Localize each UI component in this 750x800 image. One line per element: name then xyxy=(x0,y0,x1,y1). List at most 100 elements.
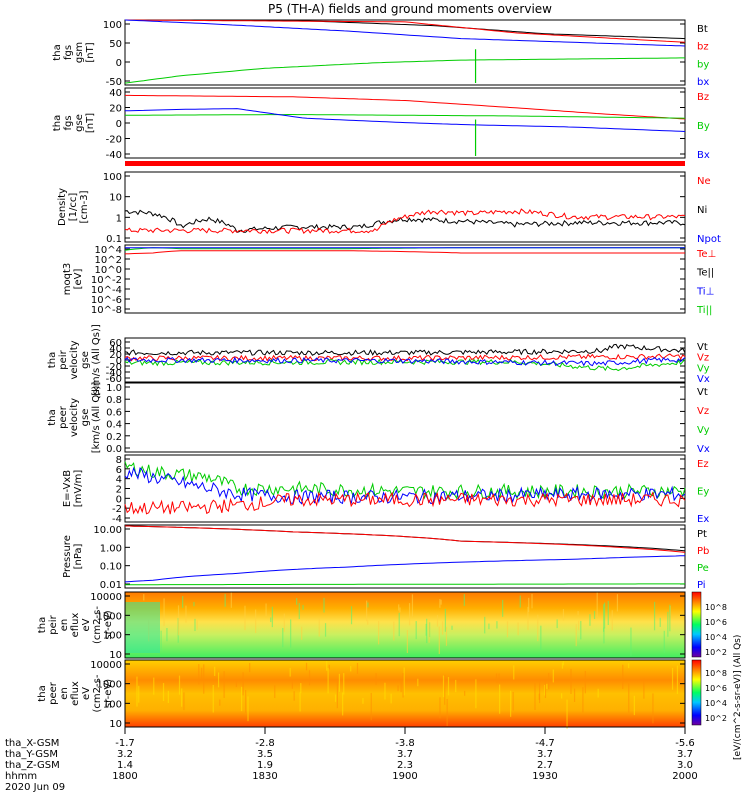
spectrogram-streak xyxy=(318,618,320,637)
spectrogram-streak xyxy=(370,692,372,721)
spectrogram-streak xyxy=(484,616,486,634)
spectrogram-streak xyxy=(194,618,196,632)
spectrogram-streak xyxy=(183,692,185,711)
spectrogram-streak xyxy=(603,602,606,629)
spectrogram-streak xyxy=(513,665,515,680)
colorbar-tick: 10^8 xyxy=(705,603,727,612)
legend-entry: Ez xyxy=(697,459,709,470)
spectrogram-streak xyxy=(671,667,674,690)
spectrogram-streak xyxy=(593,610,596,619)
legend-entry: Pi xyxy=(697,580,706,591)
y-axis-label: tha xyxy=(52,115,63,131)
colorbar-tick: 10^6 xyxy=(705,618,727,627)
spectrogram-streak xyxy=(455,679,457,693)
legend-entry: Bz xyxy=(697,92,709,103)
legend-entry: Vt xyxy=(697,387,708,398)
legend-entry: Vt xyxy=(697,342,708,353)
spectrogram-streak xyxy=(235,679,238,688)
series-line-by xyxy=(124,57,685,84)
spectrogram-streak xyxy=(633,695,635,716)
spectrogram-streak xyxy=(327,667,329,694)
spectrogram-streak xyxy=(417,678,419,687)
y-tick-label: 10^2 xyxy=(95,255,122,266)
series-line-pt xyxy=(124,525,686,552)
spectrogram-streak xyxy=(300,683,302,694)
spectrogram-streak xyxy=(439,599,441,608)
spectrogram-streak xyxy=(506,621,509,638)
spectrogram-streak xyxy=(305,662,308,671)
spectrogram-streak xyxy=(584,670,586,694)
spectrogram-streak xyxy=(496,678,498,684)
spectrogram-streak xyxy=(143,594,145,601)
y-axis-label: [1/cc] xyxy=(68,193,79,222)
panel-temperature: 10^410^210^010^-210^-410^-610^-8 moqt3 [eV… xyxy=(62,244,716,316)
series-line-bx xyxy=(124,108,686,132)
x-axis-row-label: 2020 Jun 09 xyxy=(5,782,65,793)
y-tick-label: -50 xyxy=(106,77,122,88)
y-tick-label: 2 xyxy=(116,485,122,496)
y-tick-label: 0.6 xyxy=(106,407,122,418)
spectrogram-streak xyxy=(411,594,414,617)
spectrogram-streak xyxy=(350,606,353,625)
spectrogram-streak xyxy=(163,598,165,627)
spectrogram-streak xyxy=(495,673,498,679)
spectrogram-streak xyxy=(299,692,301,712)
series-line-pb xyxy=(124,525,686,553)
colorbar-tick: 10^2 xyxy=(705,648,727,657)
legend-entry: Ne xyxy=(697,176,711,187)
spectrogram-streak xyxy=(270,617,272,623)
spectrogram-streak xyxy=(308,670,311,686)
y-axis-label: gse xyxy=(80,351,91,369)
legend-entry: By xyxy=(697,121,710,132)
spectrogram-streak xyxy=(582,687,584,713)
series-line-bz xyxy=(125,19,686,43)
y-axis-label: eV xyxy=(81,618,92,631)
spectrogram-streak xyxy=(293,691,295,701)
y-axis-label: en xyxy=(59,687,70,700)
panel-fgs-gse: 40 20 0 -20 -40 tha fgs gse [nT] Bz By Bx xyxy=(52,87,710,161)
spectrogram-streak xyxy=(219,699,221,706)
panel-frame xyxy=(124,591,686,659)
series-line-pe xyxy=(125,583,685,586)
spectrogram-streak xyxy=(444,608,447,632)
x-tick-label: -1.7 xyxy=(115,738,135,749)
spectrogram-streak xyxy=(408,603,411,626)
spectrogram-streak xyxy=(446,698,448,726)
y-axis-label: tha xyxy=(52,44,63,60)
series-line-ez xyxy=(124,491,686,515)
y-tick-label: 40 xyxy=(109,88,122,99)
spectrogram-streak xyxy=(196,620,198,630)
spectrogram-streak xyxy=(659,617,661,627)
spectrogram-streak xyxy=(375,673,377,685)
spectrogram-streak xyxy=(622,664,624,690)
spectrogram-streak xyxy=(580,620,582,640)
series-line-bt xyxy=(125,19,686,40)
y-tick-label: 100 xyxy=(103,20,122,31)
x-tick-label: -4.7 xyxy=(535,738,555,749)
colorbar-tick: 10^6 xyxy=(705,684,727,693)
spectrogram-streak xyxy=(214,666,216,676)
y-axis-label: [eV] xyxy=(73,269,84,290)
y-axis-label: Density xyxy=(57,188,68,226)
spectrogram-streak xyxy=(597,688,599,698)
x-tick-label: 3.0 xyxy=(677,760,693,771)
spectrogram-streak xyxy=(667,611,669,637)
spectrogram-streak xyxy=(398,612,400,637)
x-tick-label: 1900 xyxy=(392,771,417,782)
series-line-vx xyxy=(124,356,686,367)
series-line-ey xyxy=(124,461,686,500)
panel-density: 100 10 1 0.1 Density [1/cc] [cm-3] Ne Ni Npot xyxy=(57,171,721,245)
series-line-vz xyxy=(124,353,686,362)
spectrogram-streak xyxy=(575,624,577,647)
legend-entry: bz xyxy=(697,42,709,53)
spectrogram-streak xyxy=(343,673,345,695)
x-axis-row-label: tha_Y-GSM xyxy=(5,749,58,760)
spectrogram-streak xyxy=(166,628,168,642)
spectrogram-streak xyxy=(561,662,564,669)
x-tick-label: 2.3 xyxy=(397,760,413,771)
spectrogram-streak xyxy=(223,671,225,698)
spectrogram-streak xyxy=(138,685,140,703)
legend-entry: Vy xyxy=(697,425,710,436)
spectrogram-streak xyxy=(643,678,645,699)
x-tick-label: -2.8 xyxy=(255,738,275,749)
